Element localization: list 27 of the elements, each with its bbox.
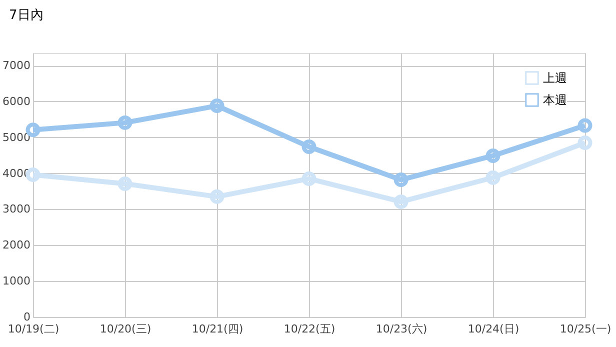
point [118,176,132,191]
y-tick-label: 6000 [2,94,30,108]
point [302,140,316,154]
x-tick-label: 10/20(三) [100,322,152,336]
point [302,171,316,186]
point [118,115,132,130]
legend-label: 上週 [543,71,567,85]
point [486,148,500,163]
x-tick-label: 10/22(五) [284,322,336,336]
y-tick-label: 1000 [2,274,30,288]
y-tick-label: 3000 [2,202,30,216]
x-tick-label: 10/21(四) [192,322,244,336]
y-tick-label: 2000 [2,238,30,252]
point [486,170,500,185]
x-tick-label: 10/25(一) [560,322,612,336]
point [394,194,408,209]
y-tick-label: 0 [24,310,30,324]
x-tick-label: 10/23(六) [376,322,428,336]
text: 7日內 [9,8,44,23]
y-tick-label: 7000 [2,59,30,72]
x-tick-label: 10/19(二) [8,322,60,336]
x-tick-label: 10/24(日) [468,322,520,336]
point [394,172,408,188]
point [210,189,224,204]
legend-label: 本週 [543,93,567,107]
y-tick-label: 5000 [2,130,30,144]
point [210,98,224,114]
